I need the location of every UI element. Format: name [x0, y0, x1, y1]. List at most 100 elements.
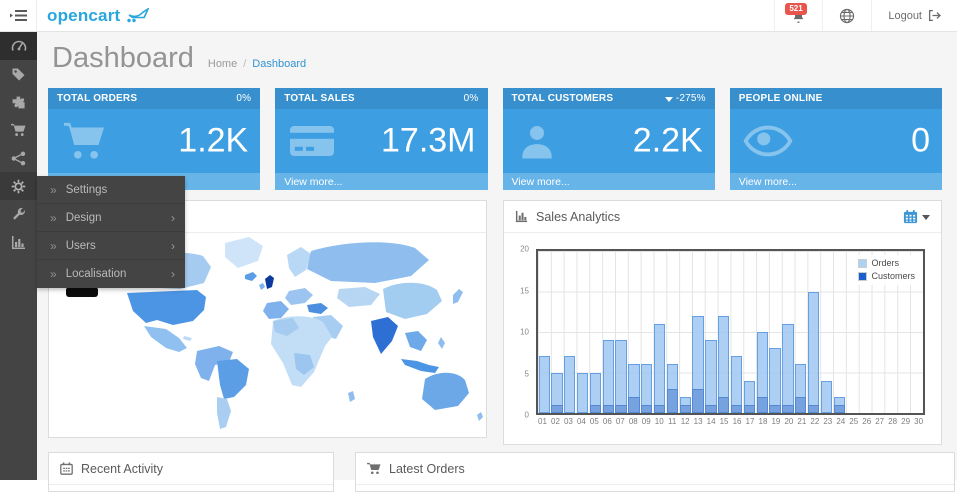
x-tick-label: 02: [551, 417, 560, 426]
chart-bar-slot-07: [615, 251, 628, 413]
tile-value: 17.3M: [381, 121, 476, 160]
legend-label: Orders: [871, 258, 899, 268]
map-greenland: [225, 237, 263, 268]
x-tick-label: 12: [680, 417, 690, 426]
customers-bar: [795, 396, 807, 413]
map-japan: [453, 289, 463, 304]
submenu-item-localisation[interactable]: » Localisation ›: [37, 260, 185, 288]
sidebar-item-sales-cart[interactable]: [0, 116, 37, 144]
calendar-icon: [903, 209, 918, 224]
tile-change: -275%: [664, 93, 706, 104]
chart-bar-slot-04: [576, 251, 589, 413]
sales-cart-icon: [11, 123, 26, 137]
map-turkey: [307, 303, 328, 314]
x-tick-label: 22: [810, 417, 820, 426]
x-tick-label: 18: [758, 417, 768, 426]
customers-bar: [641, 404, 653, 413]
credit-card-icon: [288, 122, 336, 160]
map-russia: [307, 242, 429, 283]
logo-text: opencart: [47, 5, 121, 25]
sales-analytics-panel: Sales Analytics 0 5 10 15 20 Orders Customers: [503, 200, 942, 445]
tile-title: TOTAL CUSTOMERS: [511, 93, 614, 104]
x-tick-label: 28: [888, 417, 898, 426]
chart-bar-slot-15: [718, 251, 731, 413]
customers-bar: [615, 404, 627, 413]
chart-bar-slot-11: [666, 251, 679, 413]
sidebar-item-reports-chart[interactable]: [0, 228, 37, 256]
sidebar-item-marketing-share[interactable]: [0, 144, 37, 172]
logout-button[interactable]: Logout: [871, 0, 957, 31]
chart-plot-area[interactable]: Orders Customers: [536, 249, 925, 415]
map-philippines: [438, 337, 445, 349]
breadcrumb-separator: /: [243, 58, 247, 70]
sidebar-item-system-gear[interactable]: [0, 172, 37, 200]
stat-tiles-row: TOTAL ORDERS 0% 1.2K View more... TOTAL SALE…: [48, 88, 942, 190]
submenu-item-settings[interactable]: » Settings: [37, 176, 185, 204]
orders-bar: [602, 340, 614, 413]
caret-down-icon: [922, 214, 930, 220]
x-tick-label: 06: [602, 417, 612, 426]
tile-total-sales: TOTAL SALES 0% 17.3M View more...: [275, 88, 488, 190]
recent-activity-panel: Recent Activity: [48, 452, 334, 492]
x-tick-label: 26: [862, 417, 872, 426]
x-tick-label: 19: [771, 417, 781, 426]
tile-view-more-link[interactable]: View more...: [729, 173, 942, 190]
submenu-item-users[interactable]: » Users ›: [37, 232, 185, 260]
latest-orders-title: Latest Orders: [389, 461, 465, 476]
map-uk: [265, 275, 274, 289]
chart-bar-slot-14: [705, 251, 718, 413]
orders-bar: [807, 291, 820, 413]
breadcrumb-home-link[interactable]: Home: [207, 58, 238, 70]
sidebar-item-extensions-puzzle[interactable]: [0, 88, 37, 116]
tile-title: TOTAL ORDERS: [57, 93, 138, 104]
user-icon: [516, 120, 558, 162]
chart-bar-slot-24: [833, 251, 846, 413]
customers-bar: [769, 404, 781, 413]
sidebar-item-dashboard[interactable]: [0, 32, 37, 60]
extensions-puzzle-icon: [11, 95, 26, 110]
x-tick-label: 08: [628, 417, 638, 426]
map-southeast-asia: [405, 331, 427, 351]
sidebar-nav: [0, 32, 37, 480]
x-tick-label: 04: [576, 417, 586, 426]
map-france-iberia: [263, 301, 289, 319]
tile-view-more-link[interactable]: View more...: [275, 173, 488, 190]
legend-entry-orders: Orders: [858, 257, 915, 270]
store-front-button[interactable]: [822, 0, 871, 31]
customers-bar: [833, 404, 845, 413]
opencart-logo[interactable]: opencart: [37, 0, 150, 31]
date-range-dropdown-button[interactable]: [903, 209, 930, 224]
sidebar-item-catalog-tag[interactable]: [0, 60, 37, 88]
orders-bar: [653, 323, 666, 413]
orders-bar: [615, 340, 627, 413]
map-iceland: [245, 272, 257, 281]
tile-title: TOTAL SALES: [284, 93, 355, 104]
orders-bar: [538, 356, 550, 413]
sidebar-item-tools-wrench[interactable]: [0, 200, 37, 228]
customers-bar: [602, 404, 614, 413]
tile-view-more-link[interactable]: View more...: [502, 173, 715, 190]
tile-change: 0%: [236, 93, 252, 104]
notifications-button[interactable]: 521: [774, 0, 822, 31]
submenu-item-label: Settings: [65, 183, 108, 196]
breadcrumb-current-link[interactable]: Dashboard: [252, 58, 307, 70]
map-tooltip-box: [66, 287, 98, 297]
caret-down-icon: [664, 96, 673, 102]
customers-bar: [782, 404, 794, 413]
world-map-panel-header: [49, 201, 486, 233]
page-title: Dashboard: [52, 42, 194, 74]
dashboard-icon: [11, 38, 27, 54]
map-scandinavia: [287, 247, 311, 277]
customers-bar: [692, 388, 704, 413]
tile-total-customers: TOTAL CUSTOMERS -275% 2.2K View more...: [502, 88, 715, 190]
chart-bar-slot-12: [679, 251, 692, 413]
tile-value: 1.2K: [178, 121, 249, 160]
y-tick-label: 0: [524, 410, 529, 420]
submenu-item-design[interactable]: » Design ›: [37, 204, 185, 232]
chart-bar-slot-08: [628, 251, 641, 413]
x-tick-label: 25: [849, 417, 859, 426]
map-south-america-north: [195, 346, 233, 381]
sales-analytics-title: Sales Analytics: [536, 209, 621, 224]
chart-bar-slot-16: [730, 251, 743, 413]
sidebar-toggle-button[interactable]: [0, 0, 37, 31]
